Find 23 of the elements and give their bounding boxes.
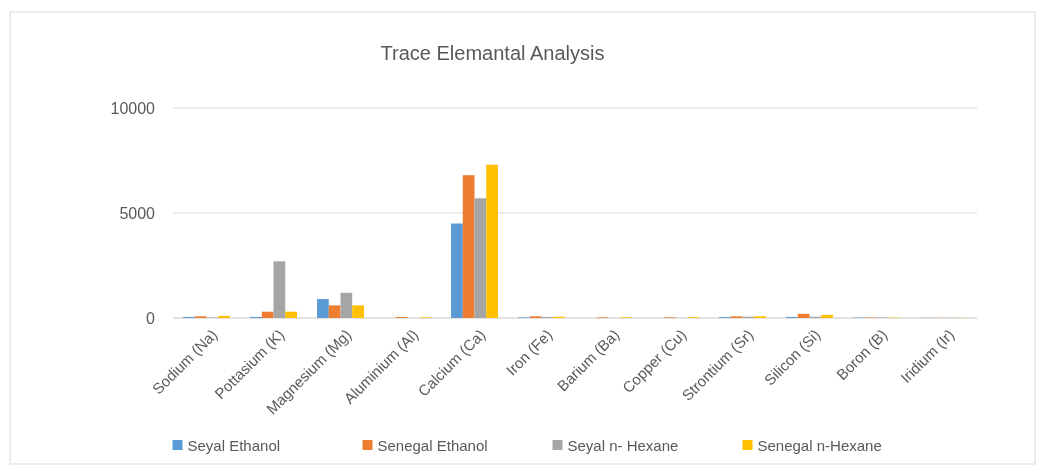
bar [273, 261, 286, 318]
bar [451, 223, 463, 318]
bar [352, 305, 364, 318]
bar [218, 315, 230, 318]
chart-title: Trace Elemantal Analysis [380, 42, 605, 64]
x-tick-label: Iron (Fe) [502, 325, 556, 379]
y-tick-label: 10000 [110, 99, 156, 117]
bar [261, 311, 274, 318]
bar [340, 292, 353, 318]
y-tick-label: 0 [146, 309, 156, 327]
y-tick-label: 5000 [119, 204, 156, 222]
bar [797, 313, 810, 318]
bar [317, 299, 329, 318]
legend-label: Senegal n-Hexane [757, 437, 882, 455]
bar [462, 175, 475, 318]
legend-label: Seyal n- Hexane [567, 437, 679, 455]
bar [821, 314, 833, 318]
legend-label: Seyal Ethanol [187, 437, 281, 455]
bar [486, 164, 498, 318]
legend-label: Senegal Ethanol [377, 437, 488, 455]
bar [328, 305, 341, 318]
bar [474, 198, 487, 318]
bar [285, 311, 297, 318]
